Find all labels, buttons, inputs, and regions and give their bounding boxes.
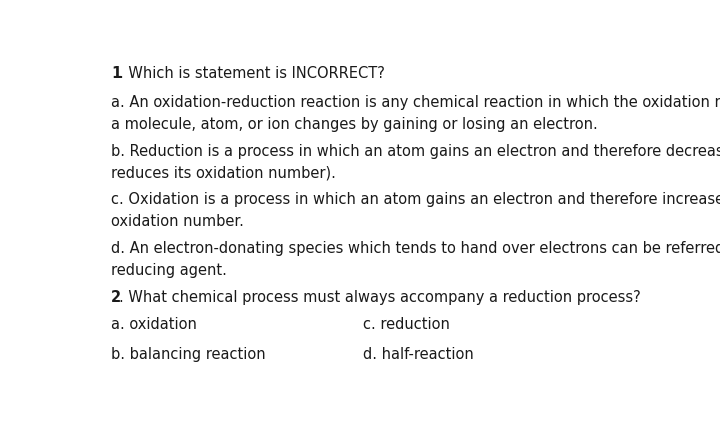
Text: b. balancing reaction: b. balancing reaction bbox=[111, 347, 266, 362]
Text: c. reduction: c. reduction bbox=[364, 317, 450, 332]
Text: b. Reduction is a process in which an atom gains an electron and therefore decre: b. Reduction is a process in which an at… bbox=[111, 144, 720, 159]
Text: . What chemical process must always accompany a reduction process?: . What chemical process must always acco… bbox=[119, 290, 641, 305]
Text: d. half-reaction: d. half-reaction bbox=[364, 347, 474, 362]
Text: . Which is statement is INCORRECT?: . Which is statement is INCORRECT? bbox=[119, 66, 385, 81]
Text: c. Oxidation is a process in which an atom gains an electron and therefore incre: c. Oxidation is a process in which an at… bbox=[111, 192, 720, 207]
Text: reducing agent.: reducing agent. bbox=[111, 263, 227, 278]
Text: a molecule, atom, or ion changes by gaining or losing an electron.: a molecule, atom, or ion changes by gain… bbox=[111, 117, 598, 132]
Text: a. oxidation: a. oxidation bbox=[111, 317, 197, 332]
Text: d. An electron-donating species which tends to hand over electrons can be referr: d. An electron-donating species which te… bbox=[111, 241, 720, 256]
Text: a. An oxidation-reduction reaction is any chemical reaction in which the oxidati: a. An oxidation-reduction reaction is an… bbox=[111, 95, 720, 110]
Text: reduces its oxidation number).: reduces its oxidation number). bbox=[111, 166, 336, 181]
Text: 1: 1 bbox=[111, 66, 122, 81]
Text: oxidation number.: oxidation number. bbox=[111, 214, 244, 230]
Text: 2: 2 bbox=[111, 290, 122, 305]
